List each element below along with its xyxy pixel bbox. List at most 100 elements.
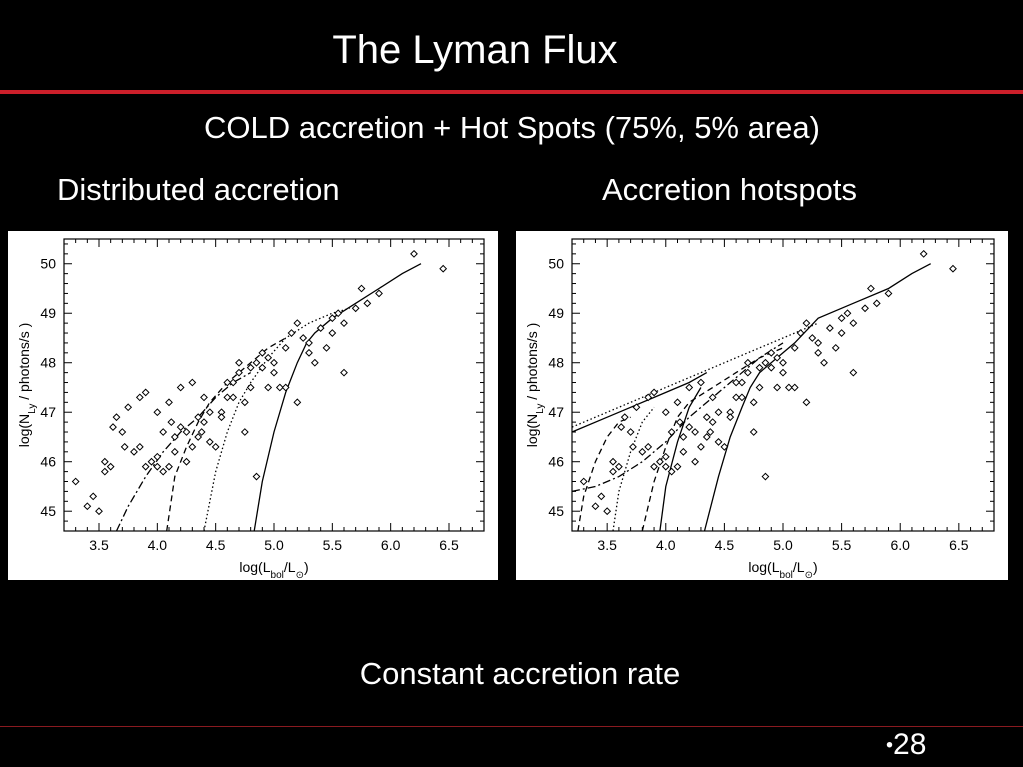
data-point — [153, 462, 162, 471]
data-point — [258, 363, 267, 372]
data-point — [714, 438, 723, 446]
data-point — [673, 462, 682, 471]
data-point — [188, 442, 197, 451]
data-point — [802, 398, 811, 407]
data-point — [849, 319, 858, 328]
data-point — [691, 457, 699, 466]
y-tick-label: 46 — [548, 454, 564, 470]
x-axis-label: log(Lbol/L⊙) — [239, 559, 308, 580]
data-point — [240, 428, 249, 436]
data-point — [410, 249, 418, 258]
data-point — [673, 398, 682, 407]
model-curve-dashed — [166, 337, 287, 532]
data-point — [200, 393, 208, 402]
data-point — [679, 433, 688, 441]
y-tick-label: 49 — [548, 305, 564, 321]
data-point — [252, 472, 261, 481]
data-point — [211, 442, 220, 451]
page-number: •28 — [886, 728, 927, 761]
data-point — [638, 447, 647, 456]
data-point — [697, 378, 705, 387]
data-point — [71, 477, 80, 486]
x-tick-label: 6.0 — [890, 537, 910, 553]
x-tick-label: 6.0 — [381, 537, 401, 553]
data-point — [661, 462, 670, 471]
data-point — [919, 249, 928, 258]
data-point — [264, 383, 273, 392]
x-axis-label: log(Lbol/L⊙) — [748, 559, 817, 580]
data-point — [159, 467, 168, 476]
y-tick-label: 50 — [548, 256, 564, 272]
title-divider — [0, 90, 1023, 94]
data-point — [697, 442, 705, 451]
model-curve-dashed — [577, 416, 631, 532]
model-curve-dashed — [641, 347, 784, 532]
data-point — [135, 393, 144, 402]
data-point — [726, 413, 735, 422]
data-point — [755, 383, 764, 392]
data-point — [872, 299, 881, 308]
data-point — [755, 363, 764, 372]
data-point — [176, 383, 185, 392]
data-point — [626, 428, 635, 436]
x-tick-label: 3.5 — [597, 537, 617, 553]
data-point — [316, 324, 325, 332]
data-point — [159, 428, 168, 436]
model-curve-dashdot — [115, 372, 252, 532]
model-curve-solid — [659, 387, 702, 532]
data-point — [714, 408, 723, 417]
data-point — [650, 388, 658, 397]
data-point — [732, 393, 741, 402]
data-point — [182, 428, 191, 436]
data-point — [685, 423, 694, 431]
data-point — [281, 383, 290, 392]
right-scatter-chart: 3.5 4.0 4.5 5.0 5.5 6.0 6.5 45 46 47 48 49 50 log(Lbo… — [524, 238, 995, 580]
x-tick-label: 6.5 — [439, 537, 459, 553]
y-tick-label: 47 — [548, 404, 564, 420]
y-tick-label: 49 — [40, 305, 56, 321]
x-tick-label: 4.0 — [148, 537, 168, 553]
data-point — [609, 467, 617, 476]
data-point — [182, 457, 191, 466]
page-number-text: 28 — [893, 728, 927, 761]
y-axis-label: log(NLy / photons/s ) — [16, 323, 38, 448]
data-point — [761, 472, 770, 481]
data-point — [837, 329, 846, 337]
data-point — [235, 368, 243, 377]
data-point — [667, 467, 676, 476]
data-point — [767, 348, 776, 357]
y-tick-label: 45 — [548, 503, 564, 519]
right-chart-panel: 3.5 4.0 4.5 5.0 5.5 6.0 6.5 45 46 47 48 49 50 log(Lbo… — [516, 231, 1008, 580]
data-point — [837, 314, 846, 323]
data-point — [814, 348, 823, 357]
data-point — [749, 398, 758, 407]
data-point — [89, 492, 98, 501]
data-point — [310, 358, 319, 367]
data-point — [661, 452, 670, 461]
data-point — [867, 284, 875, 293]
data-point — [614, 462, 623, 471]
x-tick-label: 6.5 — [949, 537, 969, 553]
data-point — [118, 428, 127, 436]
data-point — [109, 423, 117, 431]
data-point — [720, 442, 729, 451]
x-tick-label: 4.0 — [656, 537, 676, 553]
left-scatter-chart: 3.5 4.0 4.5 5.0 5.5 6.0 6.5 45 46 47 48 49 50 log(Lbo… — [16, 238, 485, 580]
data-point — [305, 339, 313, 347]
data-point — [629, 442, 637, 451]
data-point — [223, 393, 232, 402]
data-point — [738, 393, 746, 402]
x-tick-label: 5.0 — [264, 537, 284, 553]
data-point — [258, 348, 267, 357]
slide-caption: Constant accretion rate — [359, 656, 681, 691]
data-point — [808, 334, 817, 342]
data-point — [706, 428, 715, 436]
data-point — [620, 413, 629, 422]
model-curve-dotted — [571, 322, 819, 428]
data-point — [328, 314, 337, 323]
data-point — [240, 398, 249, 407]
data-point — [147, 457, 156, 466]
data-point — [200, 418, 208, 427]
data-point — [743, 358, 752, 367]
data-point — [779, 368, 787, 377]
